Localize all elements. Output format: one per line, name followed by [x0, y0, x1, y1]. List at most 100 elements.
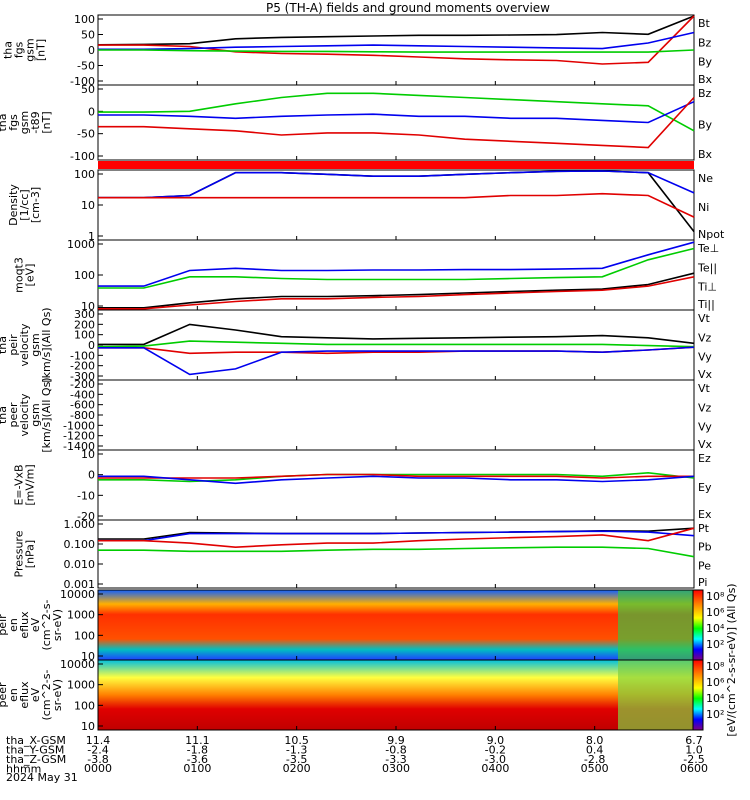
legend-Vx: Vx: [698, 438, 713, 451]
legend-Vy: Vy: [698, 421, 712, 434]
series-Vx: [98, 346, 695, 376]
y-axis-label: (cm^2-s-: [40, 600, 53, 651]
x-tick-label: 0300: [382, 762, 410, 775]
y-tick-label: -50: [77, 128, 95, 141]
y-tick-label: 300: [74, 308, 95, 321]
series-Ey: [98, 471, 695, 483]
y-tick-label: -100: [70, 75, 95, 88]
colorbar-tick-label: 10²: [706, 708, 724, 721]
legend-Npot: Npot: [698, 228, 725, 241]
y-axis-label: peer: [0, 682, 9, 708]
y-axis-label: peir: [7, 334, 20, 356]
legend-Bx: Bx: [698, 73, 713, 86]
y-tick-label: -100: [70, 150, 95, 163]
y-axis-label: [mV/m]: [24, 464, 37, 505]
orbit-X-value: 10.5: [284, 734, 309, 747]
spectrogram-image: [98, 590, 694, 660]
y-axis-label: tha: [0, 336, 9, 354]
y-tick-label: -10: [77, 489, 95, 502]
series-Pb: [98, 527, 695, 549]
y-tick-label: 1000: [67, 679, 95, 692]
legend-Vt: Vt: [698, 382, 711, 395]
y-tick-label: 0: [88, 44, 95, 57]
y-tick-label: 100: [74, 329, 95, 342]
series-Ni: [98, 170, 695, 233]
y-tick-label: 10000: [60, 658, 95, 671]
panel-4: 1000 100 10 moqt3[eV] Te⊥ Te|| Ti⊥ Ti||: [13, 238, 720, 313]
y-axis-label: tha: [0, 406, 9, 424]
y-tick-label: 1: [88, 230, 95, 243]
panel-stack: 100500-50-100thafgsgsm[nT]BtBzByBx500-50…: [0, 13, 738, 737]
orbit-Z-value: -3.0: [485, 753, 506, 766]
panel-frame: [97, 449, 695, 521]
y-axis-label: tha: [2, 41, 15, 59]
series-Bx: [98, 31, 695, 51]
series-Ne: [98, 192, 695, 218]
colorbar-tick-label: 10⁴: [706, 622, 725, 635]
series-Bz: [98, 96, 695, 149]
legend-Bz: Bz: [698, 36, 712, 49]
legend-Te⊥: Te⊥: [697, 242, 719, 255]
orbit-X-value: 8.0: [586, 734, 604, 747]
legend-Vz: Vz: [698, 331, 712, 344]
y-axis-label: tha: [0, 113, 9, 131]
panel-8: 1.000 0.100 0.010 0.001 Pressure[nPa] Pt Pb Pe P…: [13, 518, 712, 591]
y-axis-label: [km/s](All Qs): [40, 307, 53, 382]
y-tick-label: -1000: [63, 419, 95, 432]
y-tick-label: 10000: [60, 588, 95, 601]
colorbar-tick-label: 10⁸: [706, 660, 725, 673]
orbit-Z-value: -2.5: [683, 753, 704, 766]
y-axis-label: Density: [7, 184, 20, 226]
y-tick-label: 0.001: [64, 578, 96, 591]
y-axis-label: velocity: [18, 323, 31, 366]
legend-By: By: [698, 56, 713, 69]
y-axis-label: [nT]: [40, 111, 53, 133]
y-axis-label: (cm^2-s-: [40, 670, 53, 721]
y-tick-label: 50: [81, 83, 95, 96]
series-Ez: [98, 473, 694, 479]
orbit-Y-value: -1.8: [187, 744, 208, 757]
panel-3: 100 10 1 Density[1/cc][cm-3] Ne Ni Npot: [7, 168, 725, 243]
y-axis-label: peer: [7, 402, 20, 428]
orbit-Z-value: -3.6: [187, 753, 208, 766]
orbit-Y-value: -2.4: [87, 744, 108, 757]
y-axis-label: [nT]: [35, 39, 48, 61]
series-Pe: [98, 546, 695, 558]
y-tick-label: 10: [81, 720, 95, 733]
series-Bz: [98, 15, 695, 65]
y-axis-label: Pressure: [13, 530, 26, 577]
spectrogram-late-region: [618, 660, 694, 730]
colorbar-label: [eV/(cm^2-s-sr-eV)] (All Qs): [725, 583, 738, 736]
orbit-Z-value: -3.5: [286, 753, 307, 766]
y-axis-label: [km/s](All Qs): [40, 377, 53, 452]
legend-By: By: [698, 119, 713, 132]
orbit-X-value: 9.0: [487, 734, 505, 747]
orbit-X-value: 11.1: [185, 734, 210, 747]
legend-Vy: Vy: [698, 351, 712, 364]
legend-Pi: Pi: [698, 576, 707, 589]
panel-frame: [97, 379, 695, 451]
orbit-Y-value: 0.4: [586, 744, 604, 757]
series-By: [98, 49, 695, 53]
colorbar-tick-label: 10⁶: [706, 606, 725, 619]
y-tick-label: 0.100: [64, 538, 96, 551]
legend-Bx: Bx: [698, 148, 713, 161]
colorbar-strip: [692, 659, 704, 731]
y-axis-label: [1/cc]: [18, 189, 31, 220]
y-axis-label: -t89: [29, 111, 42, 133]
y-tick-label: 100: [74, 13, 95, 26]
y-tick-label: 100: [74, 269, 95, 282]
colorbar-tick-label: 10⁴: [706, 692, 725, 705]
series-Vy: [97, 340, 695, 348]
x-tick-label: 0200: [283, 762, 311, 775]
y-axis-label: en: [7, 618, 20, 632]
y-axis-label: eV: [29, 687, 42, 702]
y-tick-label: -50: [77, 60, 95, 73]
panel-frame: [97, 169, 695, 241]
y-tick-label: 0: [88, 339, 95, 352]
series-Ex: [98, 475, 695, 485]
orbit-label-2: tha_Z-GSM: [6, 753, 66, 766]
